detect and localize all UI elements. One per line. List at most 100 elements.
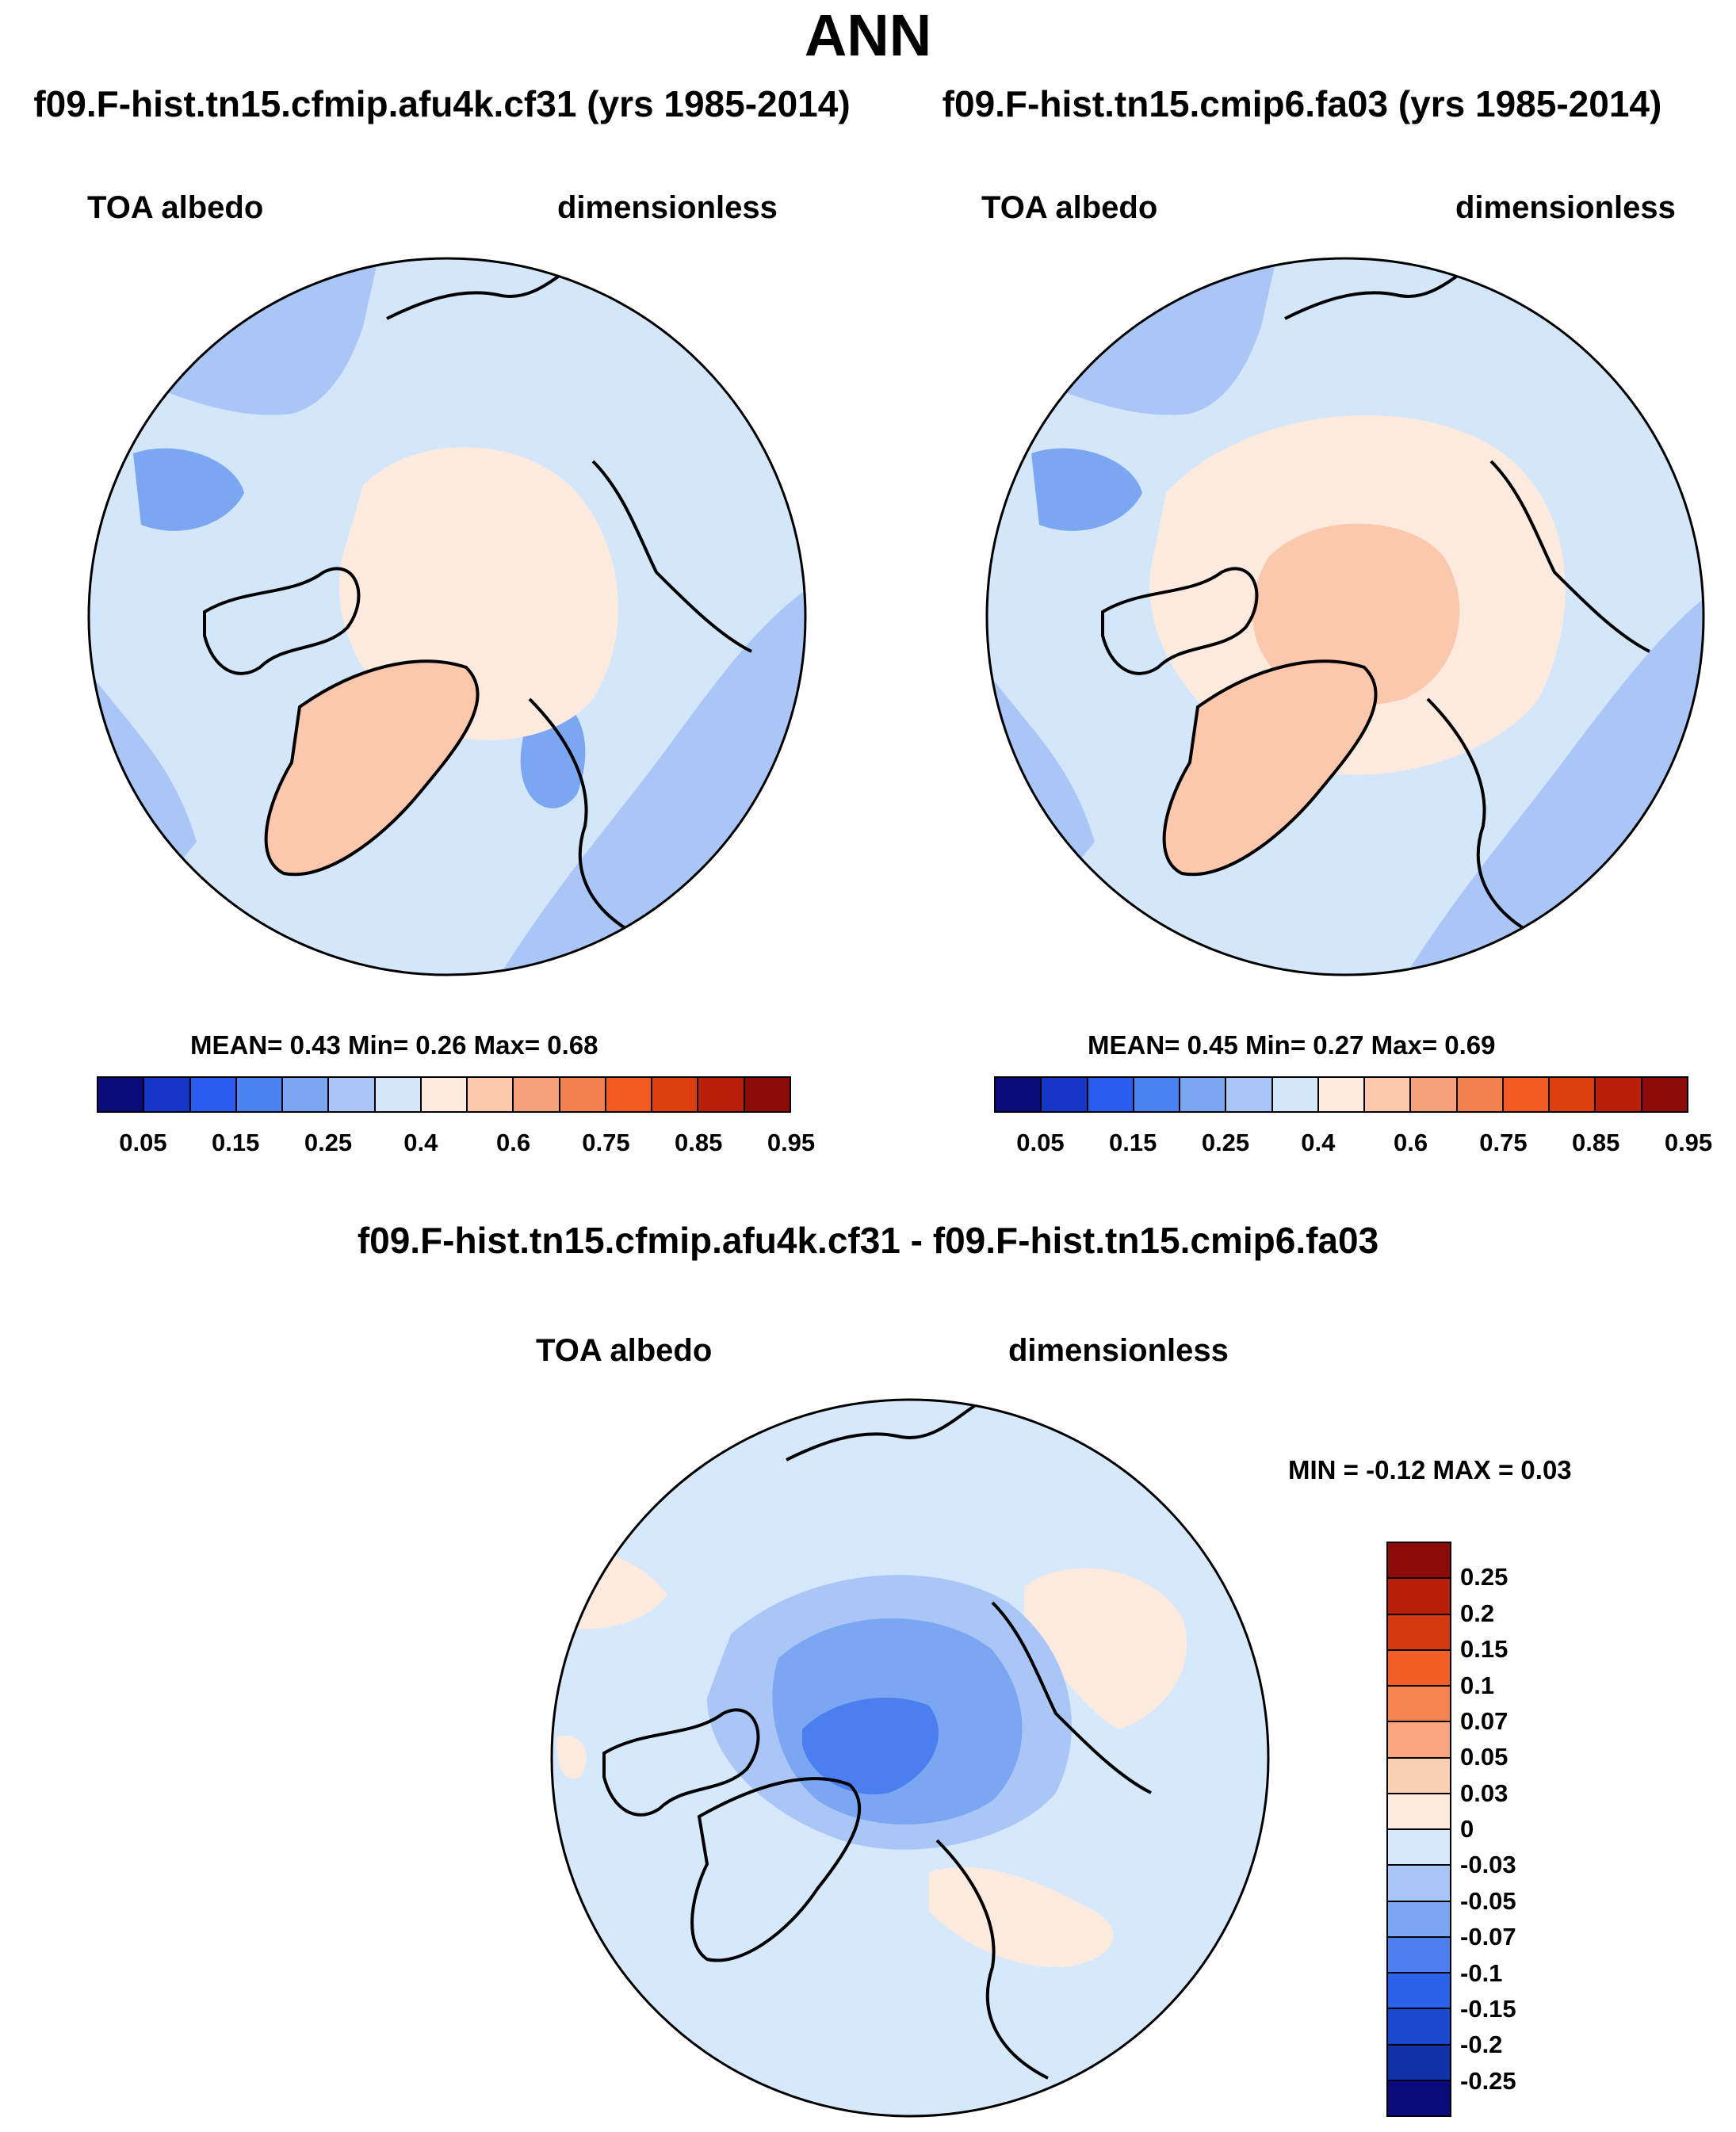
- diff-colorbar-cell: [1388, 1650, 1450, 1687]
- panel1-coastline-b: [528, 697, 641, 938]
- panel1-stats: MEAN= 0.43 Min= 0.26 Max= 0.68: [190, 1030, 598, 1060]
- panel2-colorbar-cell: [1272, 1078, 1319, 1111]
- panel2-colorbar-cell: [1596, 1078, 1642, 1111]
- diff-coastline-b: [935, 1839, 1049, 2080]
- panel2-colorbar-tick-label: 0.95: [1664, 1129, 1713, 1156]
- panel2-coastline-a: [1101, 567, 1259, 675]
- panel1-colorbar-tick-label: 0.85: [675, 1129, 723, 1156]
- diff-colorbar-cell: [1388, 1937, 1450, 1973]
- panel1-colorbar-tick-label: 0.75: [582, 1129, 630, 1156]
- panel2-stats: MEAN= 0.45 Min= 0.27 Max= 0.69: [1088, 1030, 1496, 1060]
- panel1-field-label: TOA albedo: [87, 190, 264, 225]
- diff-colorbar: [1386, 1542, 1451, 2117]
- diff-greenland-outline: [690, 1777, 862, 1962]
- panel1-greenland: [264, 659, 480, 877]
- diff-coastline-d: [991, 1601, 1152, 1794]
- panel1-colorbar-cell: [190, 1078, 237, 1111]
- panel1-coastline-a: [203, 567, 361, 675]
- diff-colorbar-tick-label: 0.1: [1460, 1671, 1495, 1699]
- panel2-colorbar-cell: [1457, 1078, 1504, 1111]
- panel1-colorbar-tick-label: 0.6: [496, 1129, 531, 1156]
- panel1-colorbar-tick-label: 0.25: [304, 1129, 353, 1156]
- diff-colorbar-tick-label: 0.07: [1460, 1706, 1508, 1735]
- panel1-colorbar-cell: [375, 1078, 422, 1111]
- diff-colorbar-cell: [1388, 1722, 1450, 1759]
- panel1-colorbar: [97, 1076, 791, 1113]
- panel2-colorbar-cell: [1503, 1078, 1551, 1111]
- panel2-colorbar-cell: [1042, 1078, 1088, 1111]
- panel1-units-label: dimensionless: [557, 190, 778, 225]
- panel1-colorbar-cell: [283, 1078, 330, 1111]
- panel2-field-label: TOA albedo: [981, 190, 1158, 225]
- panel2-greenland: [1162, 659, 1378, 877]
- panel1-colorbar-cell: [514, 1078, 560, 1111]
- diff-colorbar-tick-label: -0.25: [1460, 2066, 1516, 2095]
- panel2-colorbar-cell: [1642, 1078, 1687, 1111]
- panel2-colorbar-cell: [996, 1078, 1042, 1111]
- diff-colorbar-cell: [1388, 1687, 1450, 1723]
- diff-colorbar-tick-label: -0.07: [1460, 1923, 1516, 1951]
- diff-colorbar-cell: [1388, 1794, 1450, 1830]
- diff-colorbar-tick-label: 0.2: [1460, 1599, 1495, 1627]
- panel1-colorbar-cell: [329, 1078, 376, 1111]
- diff-colorbar-cell: [1388, 1758, 1450, 1794]
- diff-field-label: TOA albedo: [536, 1333, 713, 1368]
- diff-colorbar-tick-label: -0.03: [1460, 1851, 1516, 1879]
- diff-colorbar-cell: [1388, 1579, 1450, 1615]
- panel2-polar-map: [985, 257, 1705, 976]
- diff-colorbar-cell: [1388, 2080, 1450, 2115]
- diff-colorbar-tick-label: -0.15: [1460, 1994, 1516, 2023]
- panel2-colorbar-tick-label: 0.85: [1572, 1129, 1620, 1156]
- diff-polar-map: [550, 1398, 1270, 2118]
- diff-colorbar-tick-label: -0.1: [1460, 1958, 1503, 1987]
- diff-colorbar-tick-label: 0: [1460, 1815, 1474, 1843]
- panel1-colorbar-cell: [236, 1078, 284, 1111]
- diff-colorbar-cell: [1388, 1901, 1450, 1938]
- diff-colorbar-cell: [1388, 2045, 1450, 2081]
- diff-colorbar-tick-label: 0.25: [1460, 1563, 1508, 1591]
- panel1-colorbar-cell: [606, 1078, 653, 1111]
- panel2-units-label: dimensionless: [1455, 190, 1676, 225]
- panel1-colorbar-cell: [652, 1078, 699, 1111]
- panel2-coastline-c: [1284, 262, 1477, 320]
- panel2-colorbar-cell: [1180, 1078, 1227, 1111]
- figure-title: ANN: [804, 2, 932, 68]
- diff-colorbar-tick-label: 0.15: [1460, 1635, 1508, 1664]
- panel2-colorbar-cell: [1411, 1078, 1458, 1111]
- diff-colorbar-cell: [1388, 1830, 1450, 1866]
- diff-colorbar-cell: [1388, 2009, 1450, 2046]
- panel2-colorbar-cell: [1134, 1078, 1181, 1111]
- diff-negative-core: [802, 1698, 939, 1794]
- panel2-dark-patch: [1031, 448, 1142, 531]
- panel2-case-title: f09.F-hist.tn15.cmip6.fa03 (yrs 1985-201…: [942, 83, 1662, 124]
- panel2-colorbar-cell: [1365, 1078, 1412, 1111]
- diff-title: f09.F-hist.tn15.cfmip.afu4k.cf31 - f09.F…: [357, 1220, 1379, 1261]
- panel2-coastline-b: [1426, 697, 1539, 938]
- panel2-colorbar-cell: [1226, 1078, 1273, 1111]
- panel2-arctic-core: [1252, 523, 1460, 705]
- panel2-colorbar: [994, 1076, 1688, 1113]
- panel1-coastline-d: [591, 460, 752, 653]
- panel2-colorbar-cell: [1318, 1078, 1366, 1111]
- panel1-colorbar-cell: [421, 1078, 468, 1111]
- diff-positive-patch-4: [556, 1736, 587, 1779]
- panel2-colorbar-tick-label: 0.05: [1016, 1129, 1065, 1156]
- panel2-colorbar-tick-label: 0.15: [1109, 1129, 1157, 1156]
- diff-coastline-a: [602, 1708, 760, 1817]
- diff-colorbar-tick-label: 0.05: [1460, 1743, 1508, 1771]
- panel1-polar-map: [87, 257, 807, 976]
- panel2-colorbar-tick-label: 0.6: [1394, 1129, 1428, 1156]
- panel1-case-title: f09.F-hist.tn15.cfmip.afu4k.cf31 (yrs 19…: [33, 83, 851, 124]
- panel2-coastline-d: [1489, 460, 1650, 653]
- diff-positive-patch-2: [1024, 1568, 1187, 1729]
- panel1-colorbar-cell: [560, 1078, 606, 1111]
- panel2-colorbar-cell: [1088, 1078, 1134, 1111]
- diff-colorbar-cell: [1388, 1973, 1450, 2010]
- panel2-colorbar-tick-label: 0.25: [1201, 1129, 1250, 1156]
- panel1-colorbar-cell: [698, 1078, 745, 1111]
- panel2-colorbar-tick-label: 0.4: [1301, 1129, 1336, 1156]
- panel1-dark-patch: [133, 448, 244, 531]
- diff-units-label: dimensionless: [1008, 1333, 1229, 1368]
- panel1-colorbar-cell: [144, 1078, 191, 1111]
- panel1-colorbar-tick-label: 0.05: [119, 1129, 167, 1156]
